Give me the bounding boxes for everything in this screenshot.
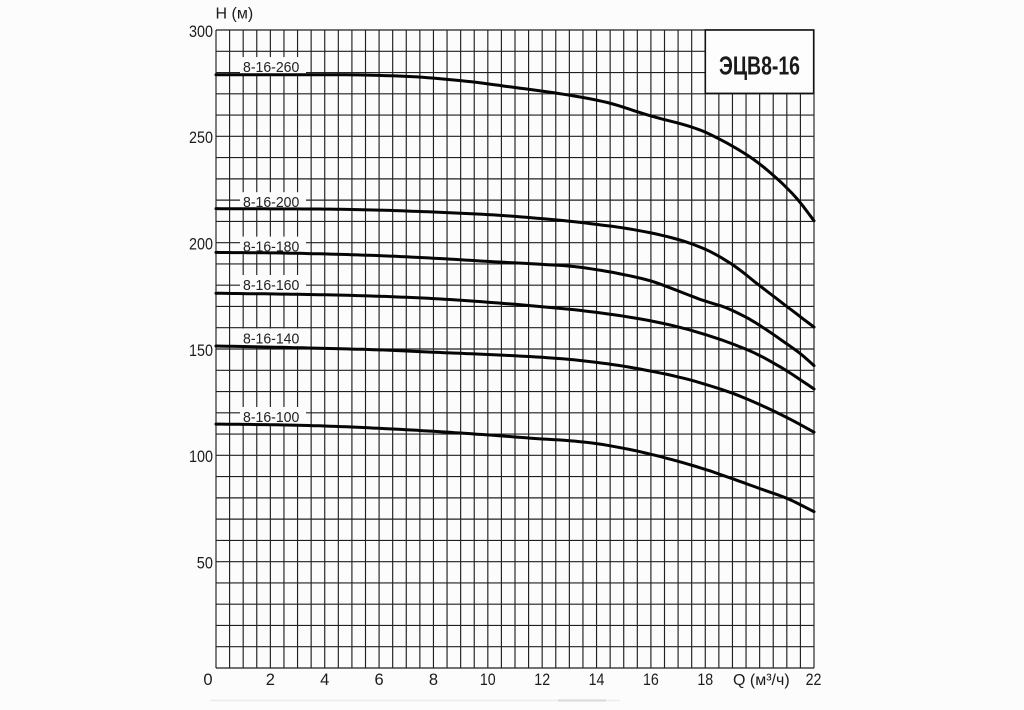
svg-text:Q (м³/ч): Q (м³/ч) [733, 672, 790, 689]
svg-text:8-16-160: 8-16-160 [243, 277, 299, 294]
svg-text:14: 14 [589, 671, 605, 689]
svg-text:8-16-180: 8-16-180 [243, 238, 299, 255]
svg-text:16: 16 [643, 671, 659, 689]
svg-text:300: 300 [189, 23, 213, 41]
svg-text:8-16-140: 8-16-140 [243, 330, 299, 347]
svg-text:6: 6 [375, 671, 384, 689]
svg-text:150: 150 [189, 342, 213, 360]
svg-text:12: 12 [534, 671, 550, 689]
svg-text:8-16-100: 8-16-100 [243, 409, 299, 426]
svg-text:50: 50 [197, 555, 213, 573]
svg-text:8-16-200: 8-16-200 [243, 194, 299, 211]
svg-text:100: 100 [189, 448, 213, 466]
svg-text:250: 250 [189, 129, 213, 147]
svg-text:8-16-260: 8-16-260 [243, 59, 299, 76]
svg-text:18: 18 [697, 671, 713, 689]
svg-text:0: 0 [203, 671, 212, 689]
svg-text:2: 2 [266, 671, 275, 689]
svg-text:H (м): H (м) [216, 6, 254, 23]
svg-text:ЭЦВ8-16: ЭЦВ8-16 [719, 50, 800, 80]
svg-text:10: 10 [480, 671, 496, 689]
svg-text:200: 200 [189, 236, 213, 254]
svg-text:4: 4 [320, 671, 329, 689]
svg-text:22: 22 [806, 671, 822, 689]
svg-text:8: 8 [429, 671, 438, 689]
